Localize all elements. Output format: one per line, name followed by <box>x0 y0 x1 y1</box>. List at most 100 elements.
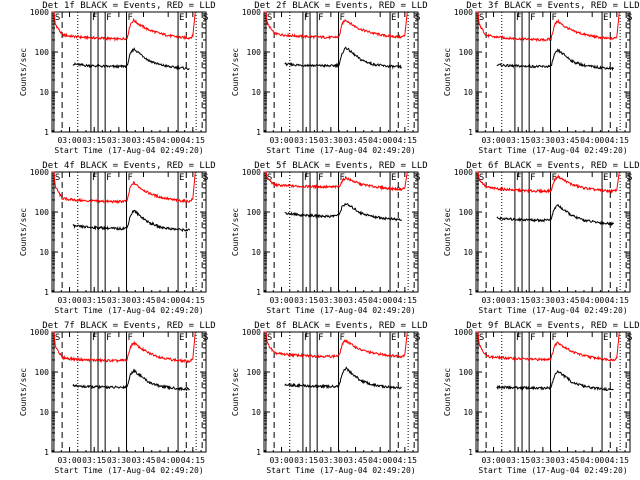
event-marker-label: F <box>106 173 111 183</box>
x-tick-label: 03:30 <box>319 136 343 145</box>
y-tick-label: 10 <box>251 88 261 97</box>
event-marker-label: S <box>203 173 208 183</box>
x-axis-label: Start Time (17-Aug-04 02:49:20) <box>266 466 415 475</box>
event-marker-label: F <box>106 13 111 23</box>
x-tick-label: 03:15 <box>506 296 530 305</box>
event-marker-label: F <box>304 173 309 183</box>
x-tick-label: 04:00 <box>156 456 180 465</box>
event-marker-label: S <box>479 173 484 183</box>
plot-frame <box>263 331 419 453</box>
x-tick-label: 04:00 <box>156 136 180 145</box>
event-marker-label: E <box>179 173 184 183</box>
x-tick-label: 03:15 <box>294 136 318 145</box>
y-tick-label: 100 <box>247 368 262 377</box>
x-tick-label: 03:30 <box>107 136 131 145</box>
x-tick-label: 04:00 <box>580 136 604 145</box>
y-tick-label: 100 <box>459 48 474 57</box>
x-tick-label: 03:30 <box>531 456 555 465</box>
y-tick-label: 10 <box>39 88 49 97</box>
x-tick-label: 04:00 <box>368 296 392 305</box>
events-series-line <box>284 46 402 70</box>
event-marker-label: F <box>304 13 309 23</box>
detector-panel: Det 8f BLACK = Events, RED = LLD 1 10 100 10… <box>231 321 428 475</box>
y-tick-label: 100 <box>247 208 262 217</box>
chart-title: Det 5f BLACK = Events, RED = LLD <box>254 161 427 171</box>
x-tick-label: 03:45 <box>555 456 579 465</box>
y-tick-label: 1000 <box>30 168 49 177</box>
event-marker-label: F <box>340 333 345 343</box>
event-marker-label: E <box>179 333 184 343</box>
events-series-line <box>284 202 402 222</box>
x-tick-label: 03:45 <box>343 296 367 305</box>
event-marker-label: F <box>128 173 133 183</box>
x-tick-label: 03:00 <box>481 136 505 145</box>
event-marker-label: S <box>627 173 632 183</box>
event-marker-label: F <box>340 173 345 183</box>
events-series-line <box>72 47 190 71</box>
detector-panel: Det 7f BLACK = Events, RED = LLD 1 10 100 10… <box>19 321 216 475</box>
event-marker-label: S <box>479 13 484 23</box>
x-tick-label: 03:15 <box>82 296 106 305</box>
x-tick-label: 03:30 <box>319 456 343 465</box>
detector-panel: Det 5f BLACK = Events, RED = LLD 1 10 100 10… <box>231 161 428 315</box>
detector-panel: Det 1f BLACK = Events, RED = LLD 1 10 100 10… <box>19 1 216 155</box>
plot-frame <box>51 11 207 133</box>
x-tick-label: 03:45 <box>131 136 155 145</box>
x-tick-label: 03:45 <box>555 136 579 145</box>
y-tick-label: 1 <box>256 448 261 457</box>
y-tick-label: 1000 <box>454 328 473 337</box>
detector-panel: Det 6f BLACK = Events, RED = LLD 1 10 100 10… <box>443 161 640 315</box>
chart-title: Det 8f BLACK = Events, RED = LLD <box>254 321 427 331</box>
plot-frame <box>51 331 207 453</box>
events-series-line <box>72 209 191 233</box>
event-marker-label: F <box>516 13 521 23</box>
lld-series-line <box>52 171 196 205</box>
detector-panel: Det 9f BLACK = Events, RED = LLD 1 10 100 10… <box>443 321 640 475</box>
plot-frame <box>263 11 419 133</box>
event-marker-label: S <box>479 333 484 343</box>
x-tick-label: 03:00 <box>269 136 293 145</box>
x-tick-label: 04:00 <box>368 136 392 145</box>
x-axis-label: Start Time (17-Aug-04 02:49:20) <box>478 306 627 315</box>
x-tick-label: 04:00 <box>368 456 392 465</box>
x-tick-label: 03:15 <box>506 136 530 145</box>
y-tick-label: 1000 <box>30 328 49 337</box>
event-marker-label: F <box>92 333 97 343</box>
event-marker-label: S <box>55 13 60 23</box>
y-tick-label: 1 <box>468 448 473 457</box>
y-tick-label: 1 <box>468 288 473 297</box>
x-tick-label: 03:00 <box>269 296 293 305</box>
event-marker-label: E <box>603 173 608 183</box>
events-series-line <box>284 366 402 390</box>
y-tick-label: 1 <box>44 448 49 457</box>
event-marker-label: F <box>530 13 535 23</box>
events-series-line <box>496 369 614 391</box>
lld-series-line <box>264 171 408 192</box>
plot-frame <box>475 171 631 293</box>
x-axis-label: Start Time (17-Aug-04 02:49:20) <box>266 146 415 155</box>
x-axis-label: Start Time (17-Aug-04 02:49:20) <box>478 466 627 475</box>
x-tick-label: 04:15 <box>181 136 205 145</box>
x-tick-label: 03:15 <box>82 456 106 465</box>
x-tick-label: 04:15 <box>393 296 417 305</box>
x-axis-label: Start Time (17-Aug-04 02:49:20) <box>478 146 627 155</box>
event-marker-label: S <box>267 173 272 183</box>
y-axis-label: Counts/sec <box>231 208 240 256</box>
y-tick-label: 100 <box>35 208 50 217</box>
x-tick-label: 04:00 <box>156 296 180 305</box>
y-tick-label: 1000 <box>454 168 473 177</box>
y-axis-label: Counts/sec <box>443 368 452 416</box>
x-tick-label: 03:45 <box>555 296 579 305</box>
y-tick-label: 100 <box>459 368 474 377</box>
y-axis-label: Counts/sec <box>231 368 240 416</box>
event-marker-label: S <box>203 333 208 343</box>
lld-series-line <box>264 331 408 359</box>
event-marker-label: S <box>203 13 208 23</box>
event-marker-label: S <box>55 173 60 183</box>
x-tick-label: 03:15 <box>294 296 318 305</box>
x-tick-label: 03:00 <box>269 456 293 465</box>
y-tick-label: 1 <box>256 288 261 297</box>
event-marker-label: E <box>603 13 608 23</box>
y-axis-label: Counts/sec <box>19 208 28 256</box>
event-marker-label: F <box>106 333 111 343</box>
